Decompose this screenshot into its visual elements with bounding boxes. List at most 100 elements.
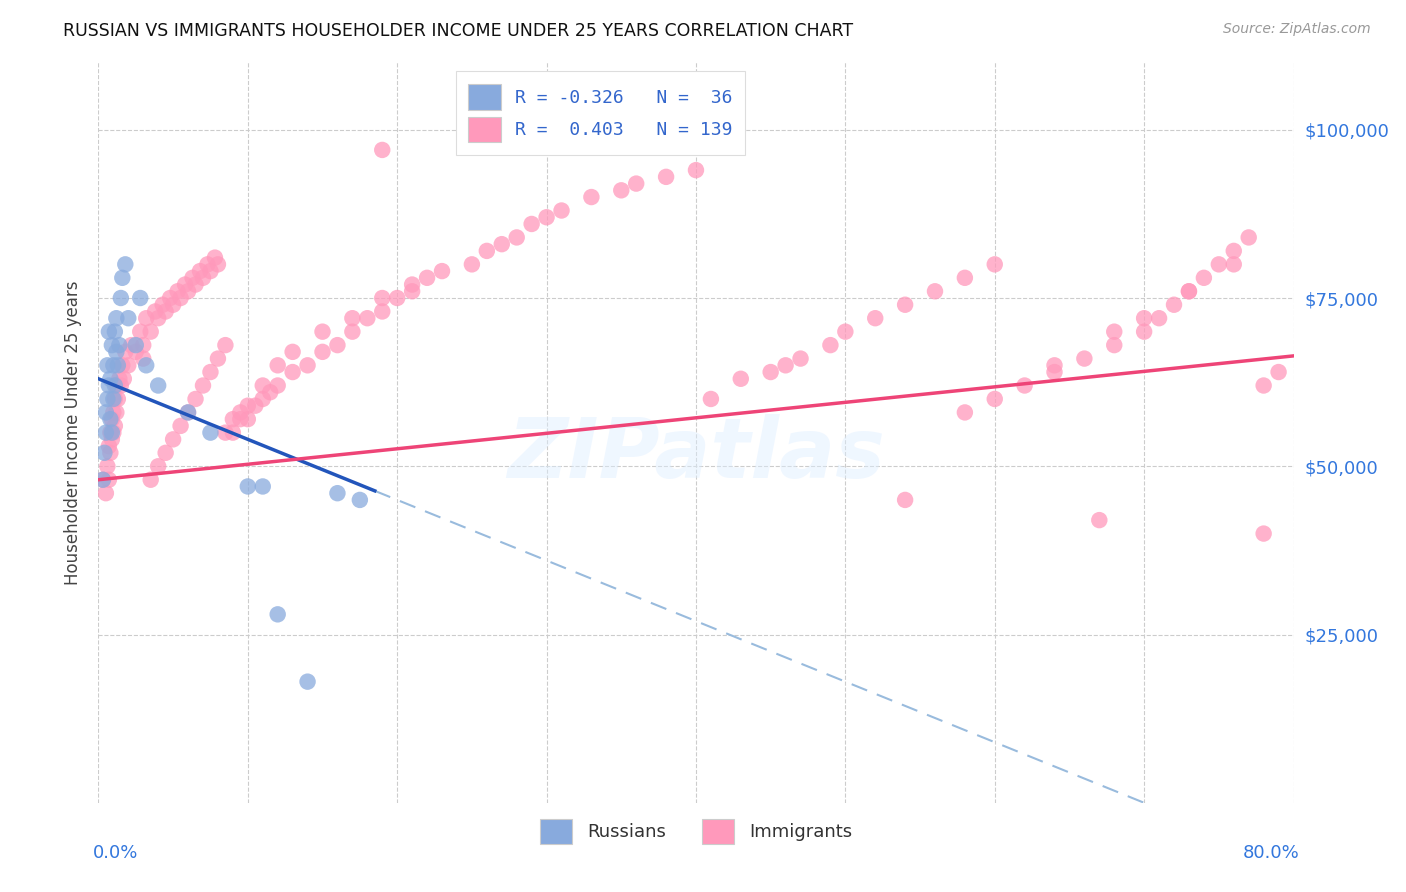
Point	[789, 351, 811, 366]
Point	[371, 143, 394, 157]
Point	[98, 446, 122, 460]
Point	[111, 359, 134, 373]
Point	[148, 378, 170, 392]
Point	[166, 285, 188, 299]
Point	[110, 378, 132, 392]
Text: 0.0%: 0.0%	[93, 844, 138, 862]
Point	[117, 311, 139, 326]
Point	[252, 378, 274, 392]
Point	[401, 285, 423, 299]
Point	[416, 270, 439, 285]
Point	[94, 425, 117, 440]
Point	[93, 446, 115, 460]
Point	[177, 285, 200, 299]
Point	[105, 344, 128, 359]
Point	[139, 473, 162, 487]
Point	[104, 392, 127, 406]
Point	[506, 230, 529, 244]
Point	[107, 359, 129, 373]
Point	[91, 473, 114, 487]
Point	[155, 304, 177, 318]
Point	[1133, 311, 1156, 326]
Point	[953, 405, 976, 419]
Point	[924, 285, 946, 299]
Point	[159, 291, 181, 305]
Point	[1223, 257, 1246, 271]
Point	[200, 365, 222, 379]
Point	[1253, 526, 1275, 541]
Text: 80.0%: 80.0%	[1243, 844, 1299, 862]
Point	[1088, 513, 1111, 527]
Point	[204, 251, 226, 265]
Point	[520, 217, 543, 231]
Point	[1253, 378, 1275, 392]
Point	[148, 459, 170, 474]
Point	[97, 325, 120, 339]
Point	[259, 385, 281, 400]
Point	[475, 244, 498, 258]
Point	[326, 486, 349, 500]
Point	[1192, 270, 1215, 285]
Point	[281, 365, 304, 379]
Point	[103, 425, 125, 440]
Point	[222, 425, 245, 440]
Point	[536, 211, 558, 225]
Point	[1133, 325, 1156, 339]
Point	[108, 338, 131, 352]
Point	[200, 425, 222, 440]
Point	[143, 304, 166, 318]
Point	[207, 351, 229, 366]
Point	[96, 392, 118, 406]
Point	[267, 359, 290, 373]
Text: Source: ZipAtlas.com: Source: ZipAtlas.com	[1223, 22, 1371, 37]
Point	[105, 378, 128, 392]
Point	[401, 277, 423, 292]
Point	[430, 264, 453, 278]
Point	[252, 392, 274, 406]
Point	[129, 325, 152, 339]
Point	[177, 405, 200, 419]
Point	[700, 392, 723, 406]
Point	[1237, 230, 1260, 244]
Point	[1163, 298, 1185, 312]
Point	[184, 277, 207, 292]
Point	[1267, 365, 1289, 379]
Point	[112, 372, 135, 386]
Point	[101, 412, 124, 426]
Point	[105, 405, 128, 419]
Point	[110, 291, 132, 305]
Point	[281, 344, 304, 359]
Point	[107, 392, 129, 406]
Y-axis label: Householder Income Under 25 years: Householder Income Under 25 years	[65, 280, 83, 585]
Point	[148, 311, 170, 326]
Point	[214, 425, 236, 440]
Point	[385, 291, 409, 305]
Point	[101, 433, 124, 447]
Text: ZIPatlas: ZIPatlas	[508, 414, 884, 495]
Point	[152, 298, 174, 312]
Point	[200, 264, 222, 278]
Point	[356, 311, 378, 326]
Point	[174, 277, 197, 292]
Point	[297, 674, 319, 689]
Point	[1178, 285, 1201, 299]
Point	[111, 270, 134, 285]
Point	[103, 405, 125, 419]
Point	[984, 257, 1007, 271]
Point	[191, 270, 214, 285]
Point	[94, 486, 117, 500]
Point	[207, 257, 229, 271]
Point	[1014, 378, 1036, 392]
Point	[184, 392, 207, 406]
Point	[125, 338, 148, 352]
Point	[550, 203, 572, 218]
Point	[820, 338, 842, 352]
Point	[155, 446, 177, 460]
Point	[834, 325, 856, 339]
Point	[371, 291, 394, 305]
Point	[775, 359, 797, 373]
Point	[1223, 244, 1246, 258]
Point	[98, 412, 122, 426]
Point	[953, 270, 976, 285]
Point	[105, 311, 128, 326]
